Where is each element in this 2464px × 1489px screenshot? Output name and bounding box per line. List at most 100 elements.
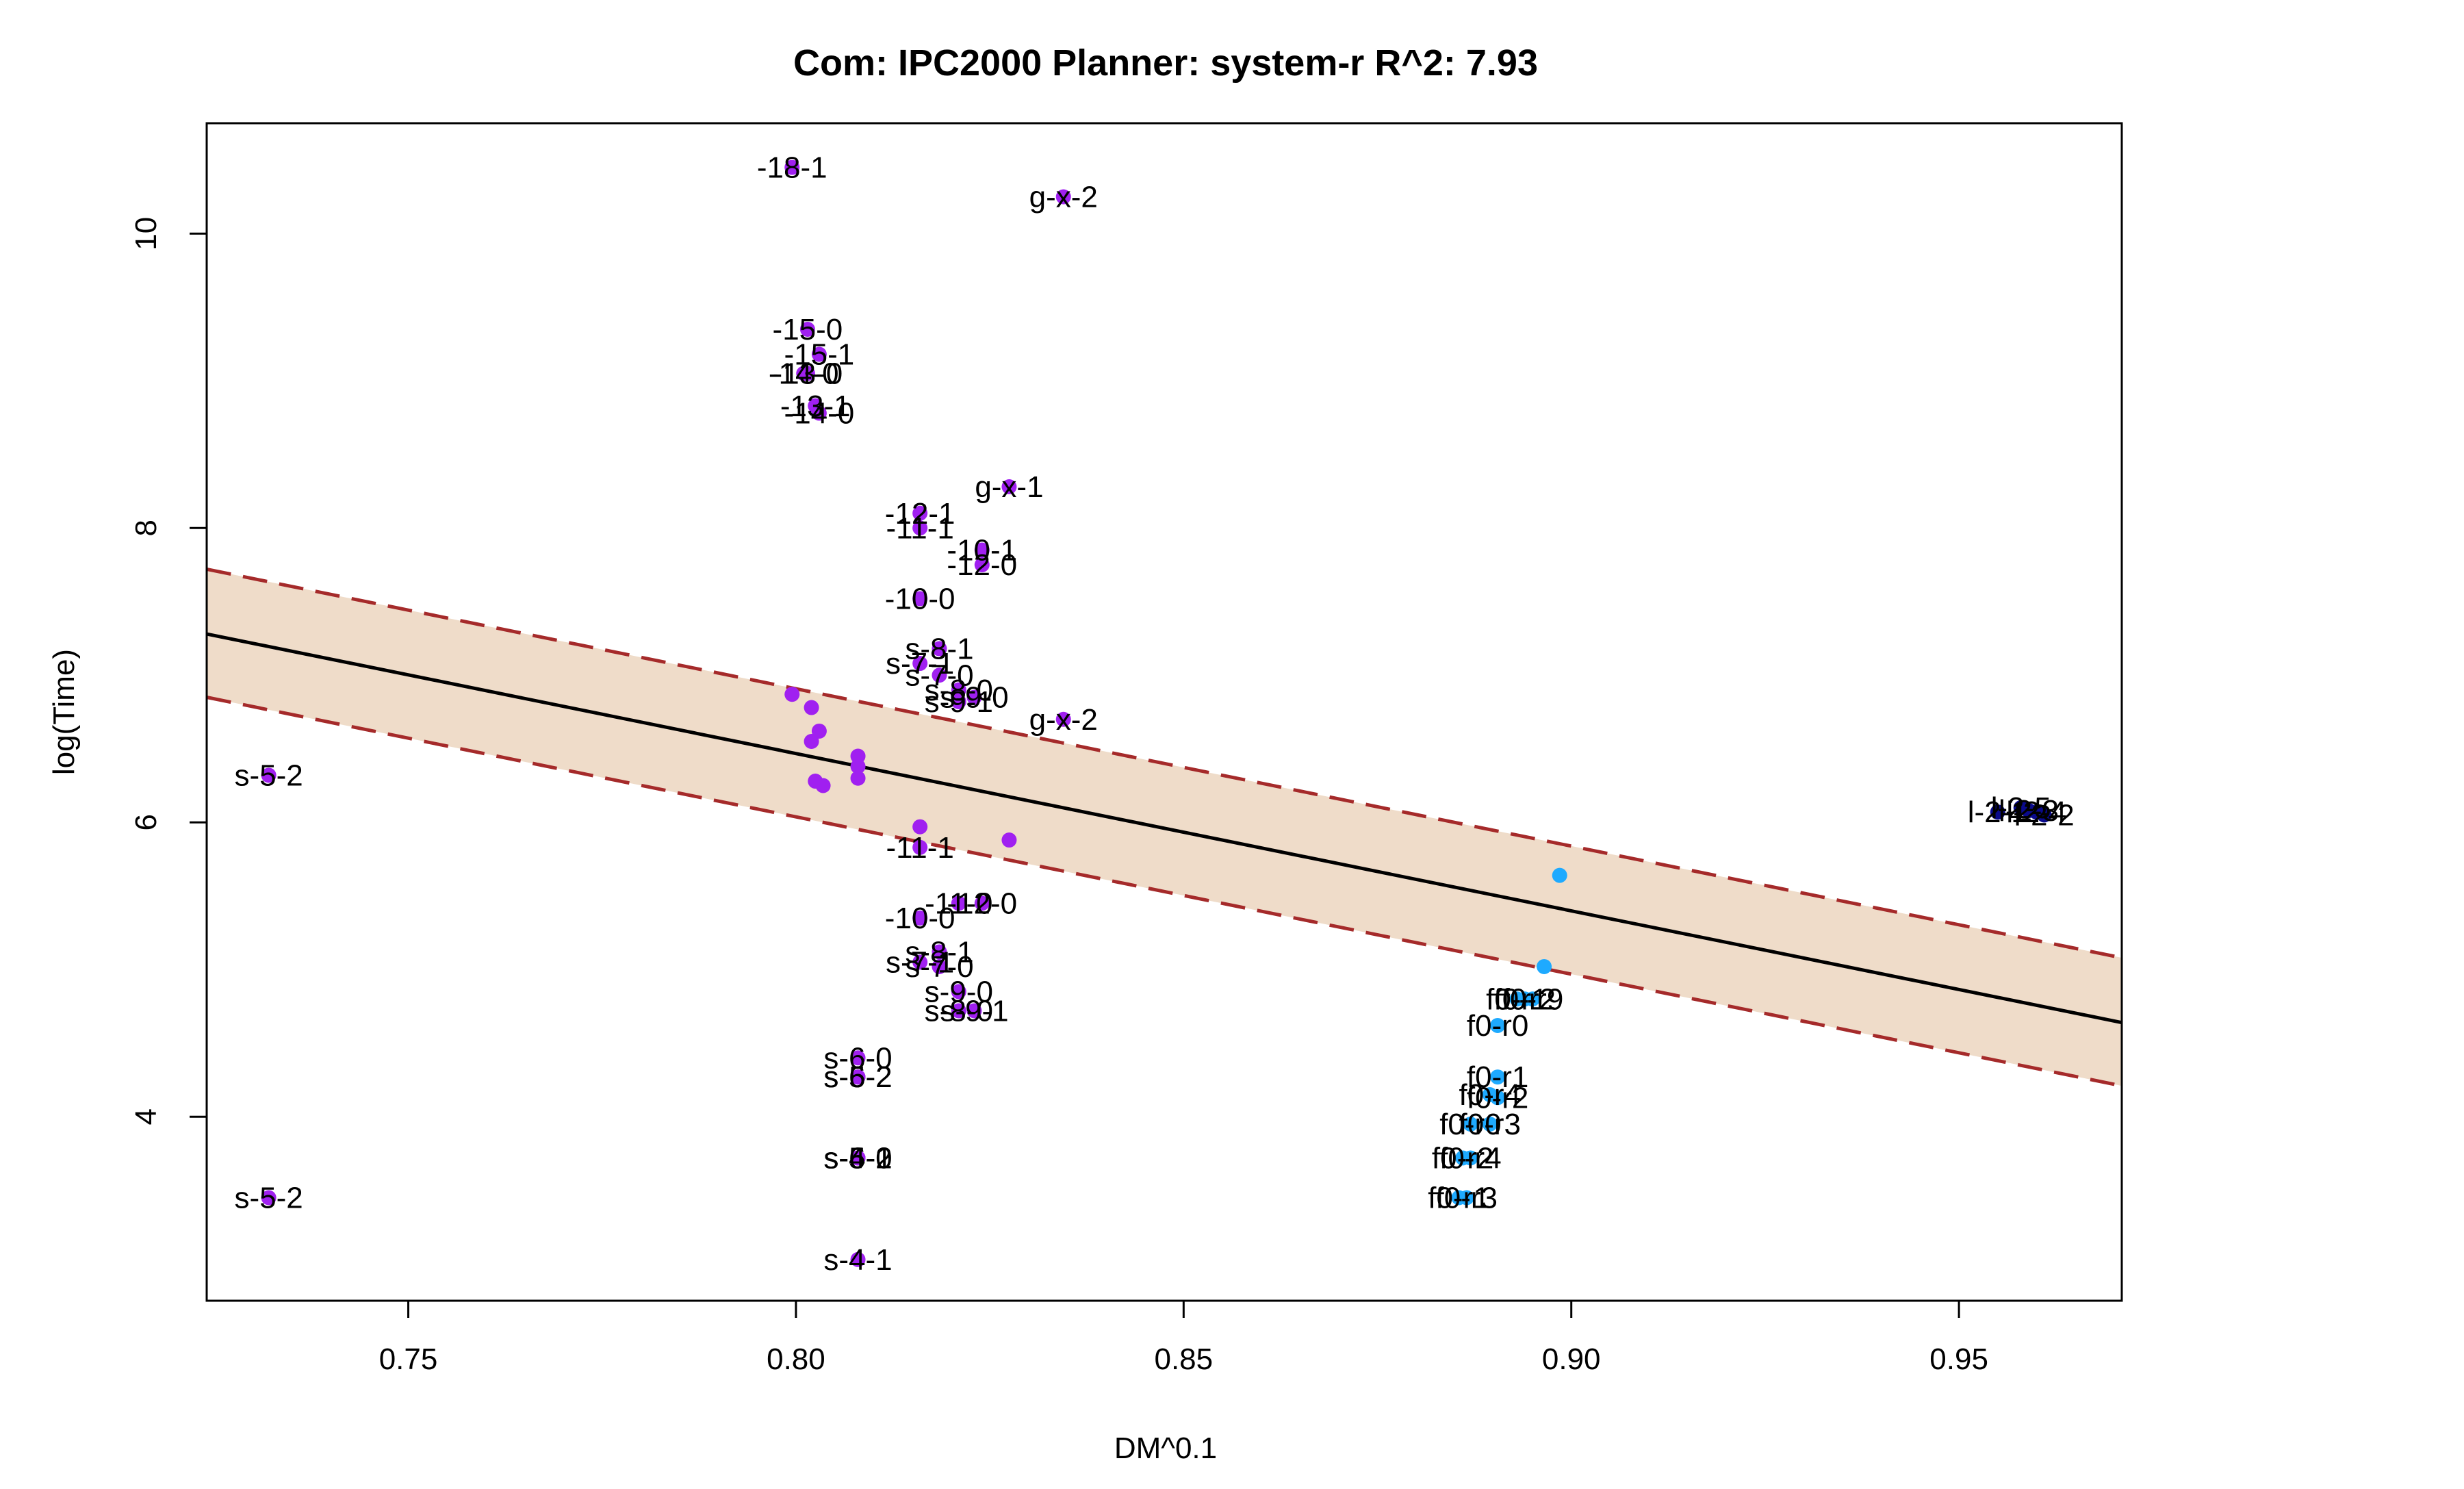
data-point [784, 687, 800, 702]
point-label: -11-1 [886, 511, 953, 545]
y-tick-label: 6 [129, 814, 163, 830]
point-label: f0-r4 [1459, 1078, 1521, 1112]
point-label: f0-r1 [1486, 982, 1548, 1016]
point-label: l-2-1 [1968, 796, 2028, 829]
point-label: s-9-0 [925, 976, 993, 1009]
lower-bound-line [206, 696, 2122, 1088]
point-label: g-x-2 [1029, 181, 1098, 214]
x-tick-label: 0.85 [1154, 1342, 1213, 1376]
data-point [1482, 1117, 1498, 1132]
point-label: s-8-0 [925, 994, 993, 1028]
data-point [1537, 958, 1552, 974]
data-point [261, 767, 277, 783]
point-label: -12-1 [885, 497, 955, 531]
data-point [811, 723, 827, 739]
data-point [974, 542, 990, 558]
data-point [974, 557, 990, 572]
point-label: s-4-1 [823, 1243, 892, 1277]
data-point [799, 322, 815, 337]
point-label: f0-r1 [1428, 1182, 1489, 1215]
data-point [811, 346, 827, 362]
point-label: s-6-1 [823, 1141, 892, 1175]
x-tick-label: 0.95 [1929, 1342, 1988, 1376]
data-point [932, 641, 947, 657]
points-layer [261, 160, 2052, 1267]
point-label: f0-r2 [1494, 982, 1556, 1016]
data-point [951, 682, 966, 698]
data-point [912, 505, 928, 521]
point-label: l-2-2 [2014, 799, 2075, 832]
point-label: f0-r4 [1439, 1141, 1501, 1175]
point-label: -15-1 [784, 338, 855, 372]
point-label: f0-r2 [1467, 1081, 1528, 1115]
confidence-band-layer [206, 567, 2122, 1088]
point-label: s-5-2 [234, 1182, 303, 1215]
point-label: g-x-1 [975, 470, 1043, 504]
data-point [815, 778, 831, 793]
data-point [1001, 832, 1017, 848]
data-point [1490, 1017, 1506, 1033]
y-axis: 4 6 8 10 [129, 217, 208, 1125]
fit-line [206, 632, 2122, 1025]
data-point [1552, 867, 1567, 883]
point-label: s-5-0 [823, 1141, 892, 1175]
data-point [951, 895, 966, 911]
point-label: s-9-1 [940, 994, 1008, 1028]
point-label: s-8-1 [905, 935, 973, 969]
data-point [850, 1150, 866, 1166]
data-point [804, 700, 819, 715]
data-point [796, 366, 812, 381]
data-point [951, 693, 966, 709]
x-axis: 0.75 0.80 0.85 0.90 0.95 [379, 1299, 1988, 1376]
point-label: s-7-1 [886, 647, 954, 680]
data-point [850, 759, 866, 774]
data-point [912, 954, 928, 970]
point-label: -18-1 [757, 151, 827, 185]
data-point [974, 895, 990, 911]
data-point [932, 958, 947, 974]
point-label: l-2-3 [1999, 794, 2059, 828]
point-label: -12-0 [947, 548, 1017, 582]
data-point [2036, 807, 2052, 823]
point-label: s-7-1 [886, 946, 954, 980]
point-label: s-7-0 [905, 950, 973, 984]
y-tick-label: 10 [129, 217, 163, 251]
data-point [912, 911, 928, 926]
data-point [1463, 1150, 1478, 1166]
data-point [811, 405, 827, 421]
point-label: f0-r0 [1467, 1009, 1528, 1043]
data-point [261, 1190, 277, 1206]
point-label: l-2-5 [1991, 791, 2051, 825]
point-label: f0-r0 [1439, 1108, 1501, 1141]
point-label: -10-1 [947, 534, 1017, 568]
data-point [912, 656, 928, 672]
point-label: s-6-2 [823, 1060, 892, 1094]
data-point [850, 1050, 866, 1066]
data-point [951, 984, 966, 1000]
point-label: f0-r3 [1459, 1108, 1521, 1141]
chart-title: Com: IPC2000 Planner: system-r R^2: 7.93 [793, 42, 1538, 84]
data-point [1055, 189, 1071, 205]
data-point [1525, 991, 1541, 1007]
data-point [932, 944, 947, 960]
data-point [850, 1069, 866, 1085]
point-label: f0-r9 [1502, 982, 1563, 1016]
point-label: f0-r3 [1436, 1182, 1498, 1215]
point-label: s-8-0 [925, 674, 993, 707]
point-label: -11-0 [925, 887, 992, 921]
point-label: -13-1 [780, 390, 851, 423]
point-label: s-4-2 [823, 1141, 892, 1175]
point-labels-layer: -18-1g-x-2-15-0-15-1-13-0-14-0-13-1-14-0… [234, 151, 2074, 1277]
data-point [912, 591, 928, 607]
point-label: s-7-0 [905, 659, 973, 692]
data-point [1459, 1190, 1474, 1206]
point-label: s-5-2 [823, 1060, 892, 1094]
data-point [951, 1003, 966, 1019]
point-label: f0-r1 [1467, 1060, 1528, 1094]
data-point [850, 770, 866, 786]
x-tick-label: 0.80 [767, 1342, 825, 1376]
point-label: -10-0 [885, 902, 955, 935]
point-label: -14-0 [784, 397, 855, 431]
point-label: s-6-0 [823, 1041, 892, 1075]
data-point [966, 689, 982, 705]
